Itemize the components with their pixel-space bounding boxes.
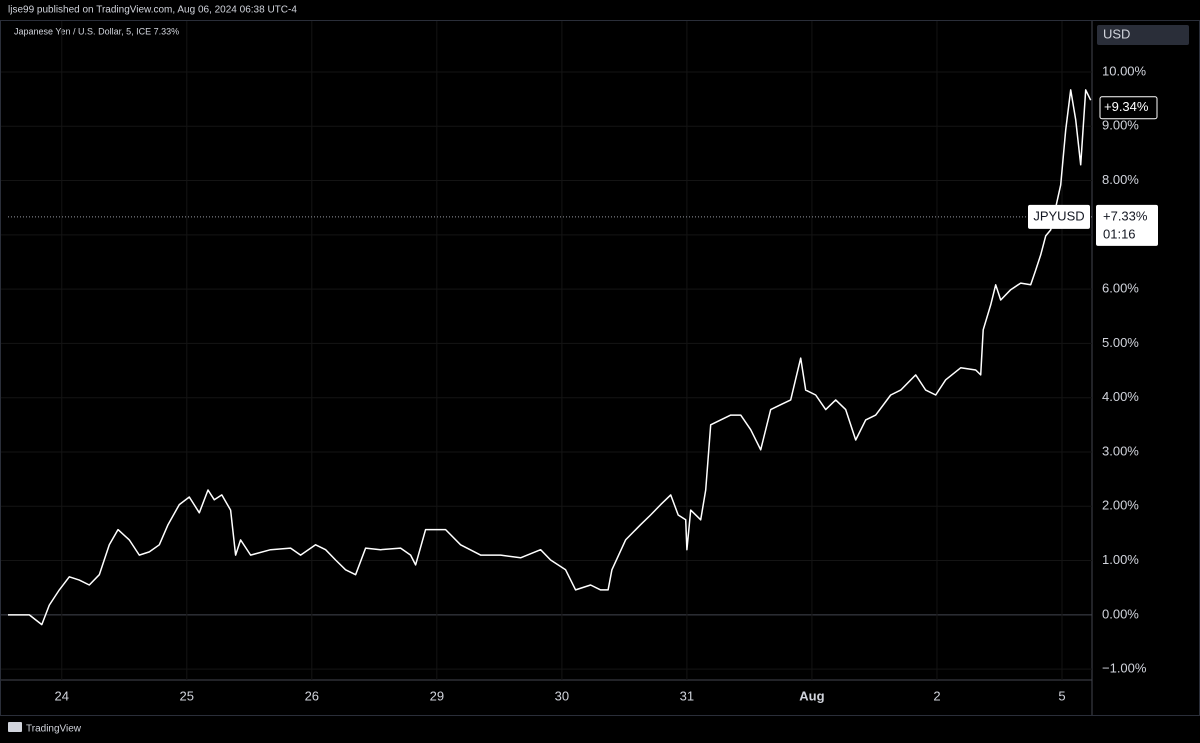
y-tick-label: 6.00% — [1102, 281, 1139, 296]
header: ljse99 published on TradingView.com, Aug… — [8, 5, 297, 16]
currency-box[interactable] — [1097, 25, 1189, 45]
countdown-label: 01:16 — [1103, 226, 1136, 241]
symbol-label: JPYUSD — [1033, 208, 1084, 223]
y-tick-label: 0.00% — [1102, 606, 1139, 621]
x-tick-label: 25 — [180, 688, 194, 703]
x-tick-label: 26 — [305, 688, 319, 703]
y-tick-label: 1.00% — [1102, 552, 1139, 567]
x-tick-label: 29 — [430, 688, 444, 703]
x-tick-label: Aug — [799, 688, 824, 703]
symbol-box — [1028, 204, 1090, 229]
y-tick-label: 4.00% — [1102, 389, 1139, 404]
last-price-label: +7.33% — [1103, 208, 1148, 223]
x-tick-label: 30 — [555, 688, 569, 703]
high-price-label: +9.34% — [1104, 99, 1149, 114]
x-tick-label: 31 — [680, 688, 694, 703]
plot — [8, 89, 1092, 626]
y-tick-label: 2.00% — [1102, 498, 1139, 513]
y-tick-label: 3.00% — [1102, 443, 1139, 458]
chart-title: Japanese Yen / U.S. Dollar, 5, ICE 7.33% — [14, 26, 179, 36]
footer: TradingView — [26, 724, 82, 735]
grid — [1, 21, 1092, 680]
y-tick-label: 8.00% — [1102, 172, 1139, 187]
last-price-box — [1096, 204, 1158, 246]
x-tick-label: 5 — [1058, 688, 1065, 703]
high-price-box — [1099, 96, 1158, 120]
x-tick-label: 2 — [933, 688, 940, 703]
chart-frame — [0, 20, 1200, 716]
currency[interactable]: USD — [1103, 26, 1130, 41]
y-tick-label: 10.00% — [1102, 63, 1147, 78]
x-tick-label: 24 — [55, 688, 69, 703]
y-tick-label: −1.00% — [1102, 661, 1147, 676]
price-line — [8, 89, 1092, 626]
y-tick-label: 9.00% — [1102, 118, 1139, 133]
logo — [8, 722, 22, 732]
y-tick-label: 5.00% — [1102, 335, 1139, 350]
